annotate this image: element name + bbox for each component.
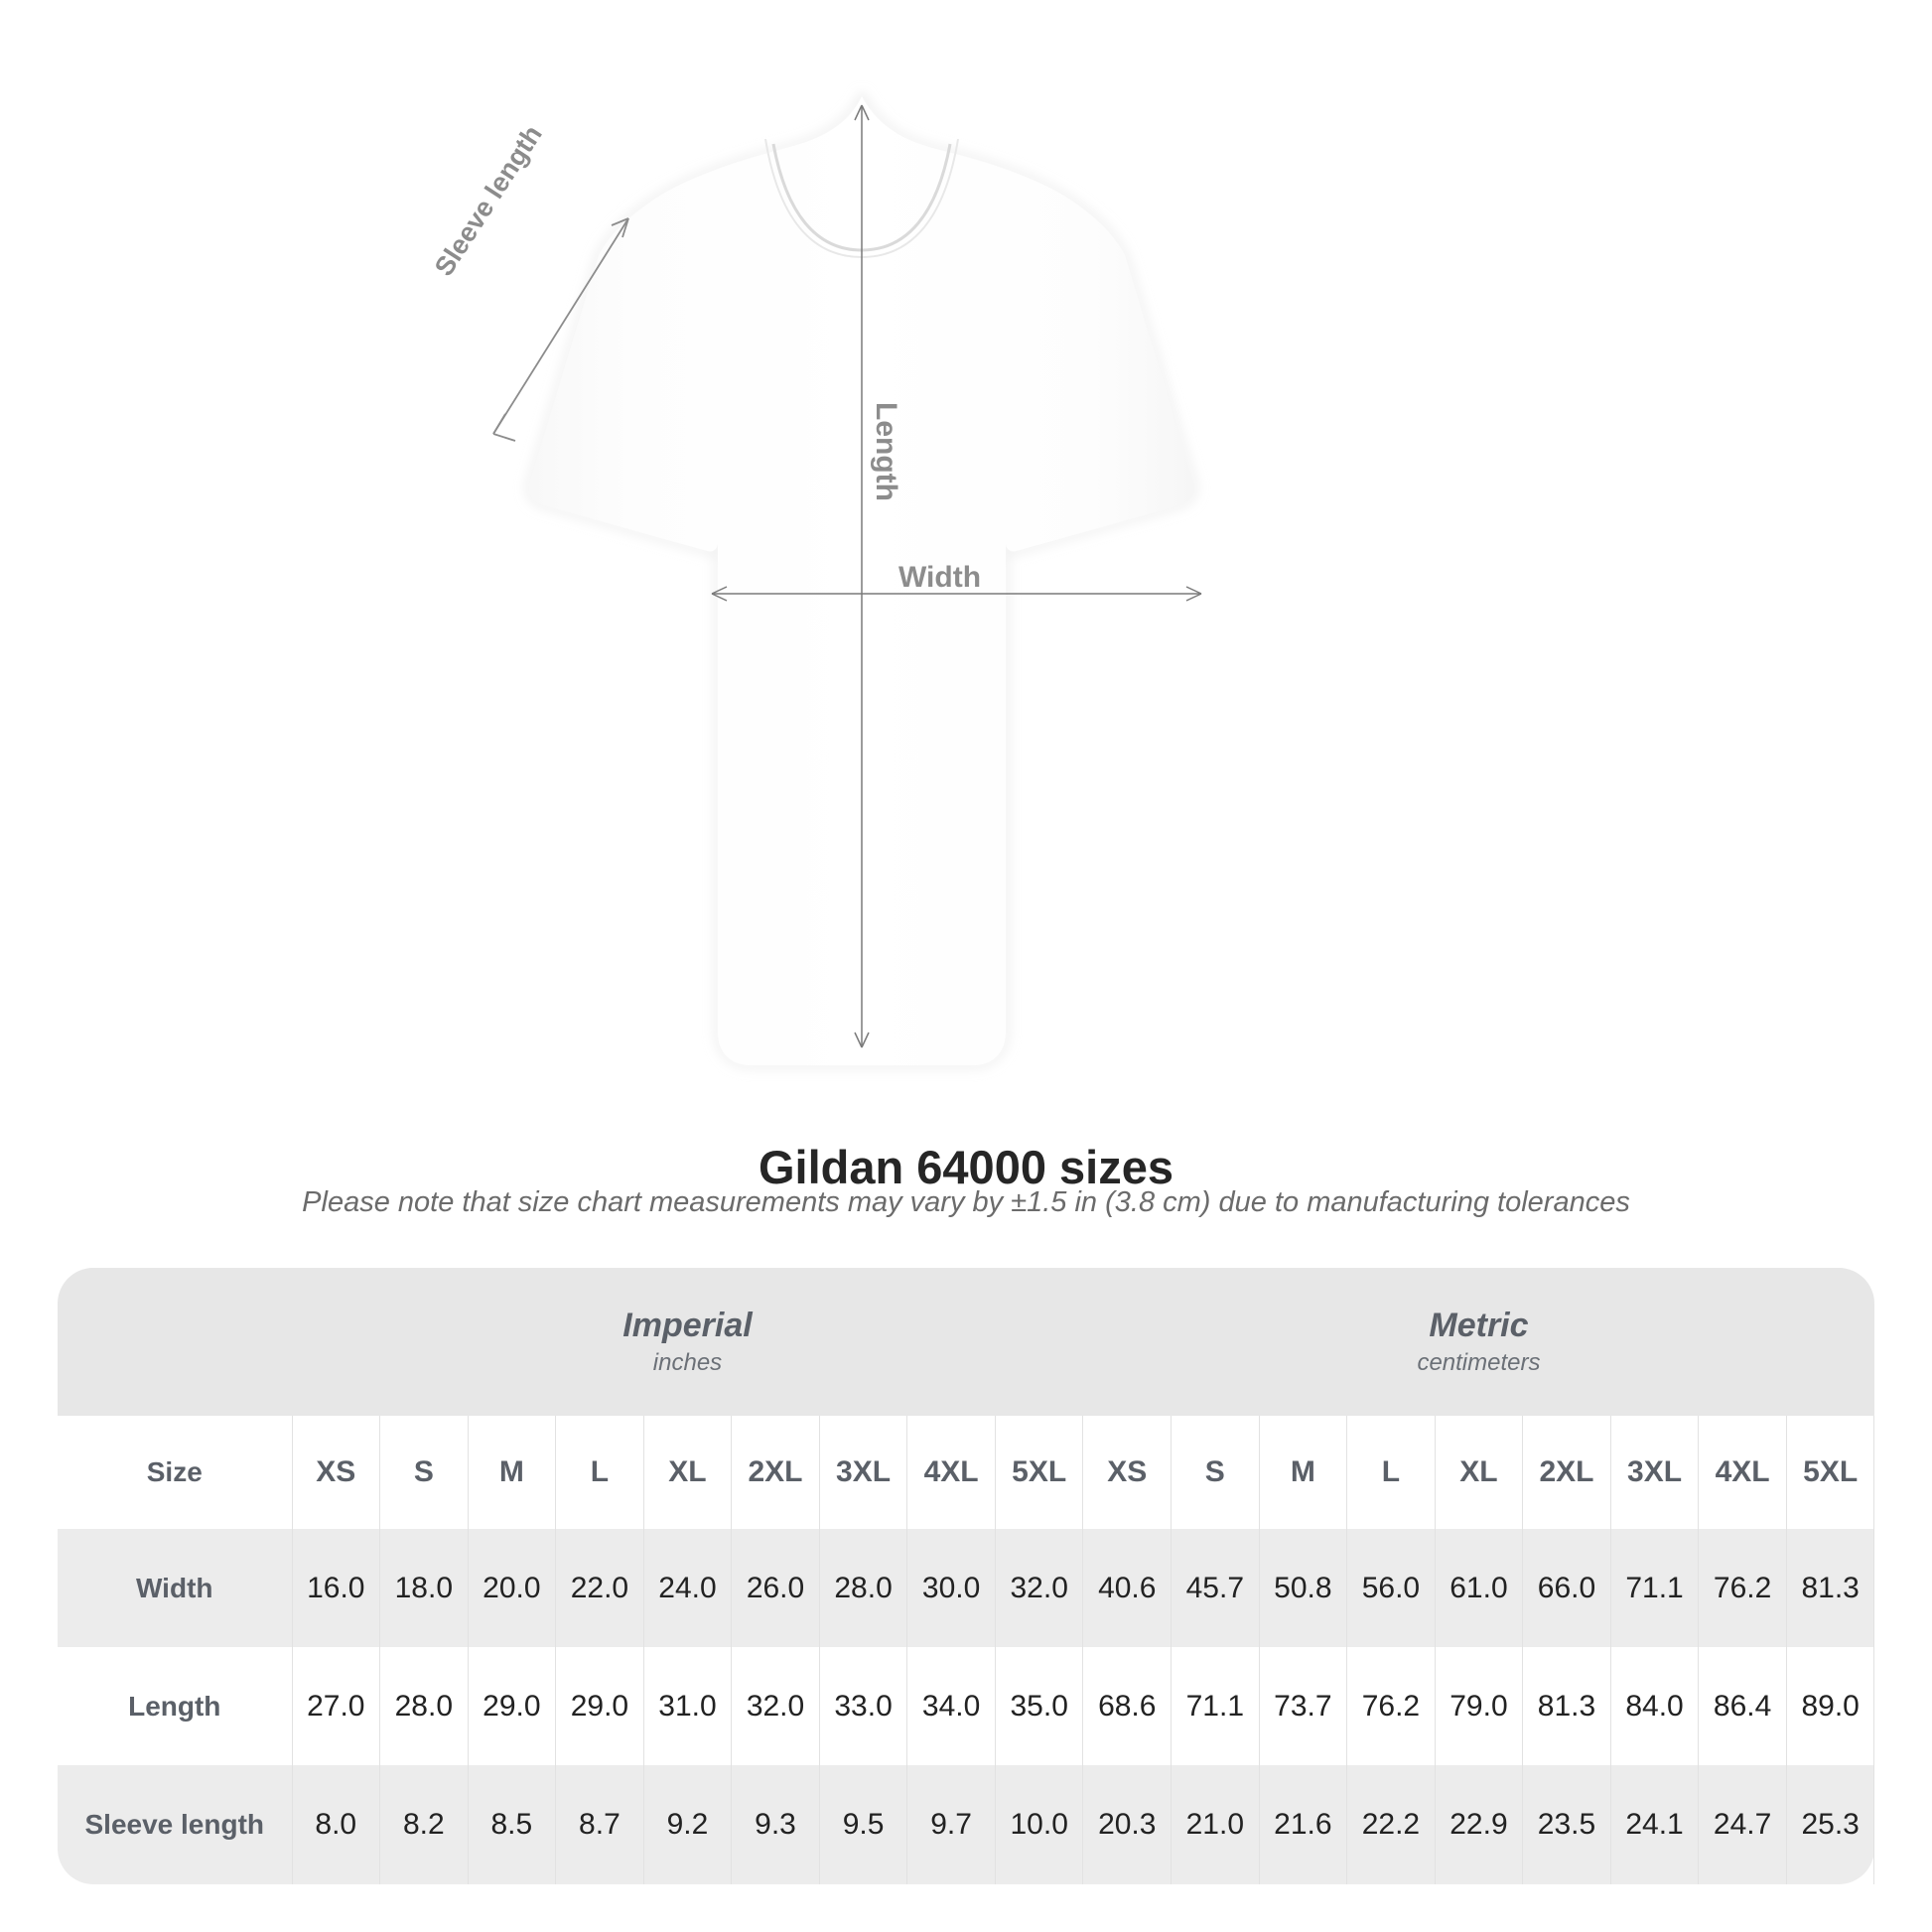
svg-text:Sleeve length: Sleeve length [429,120,548,281]
